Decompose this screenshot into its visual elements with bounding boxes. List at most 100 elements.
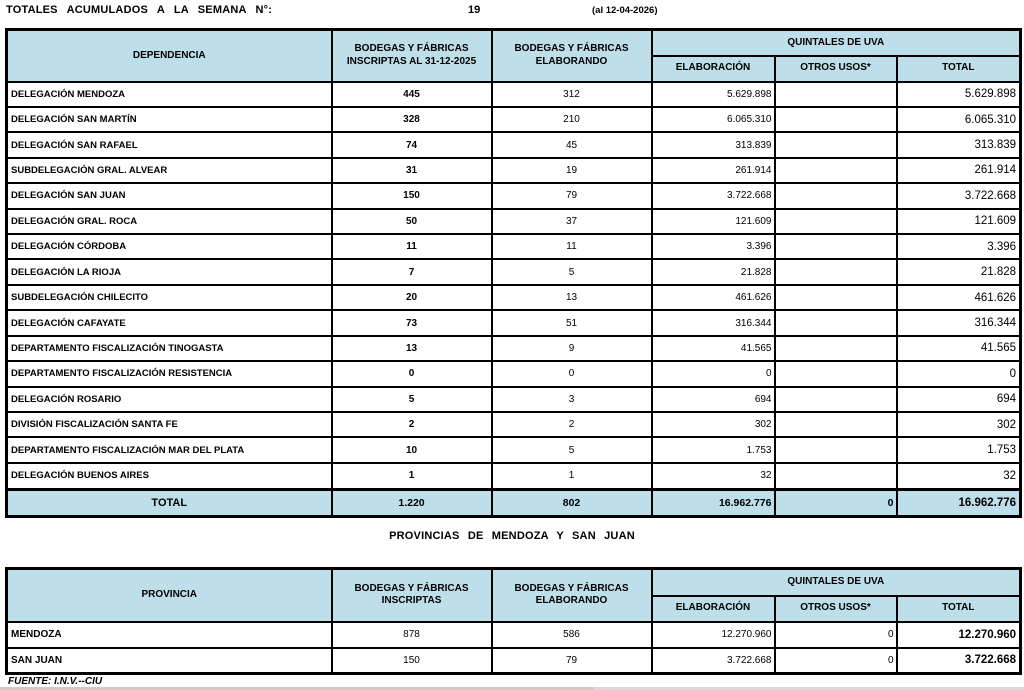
cell-elaborando: 79 bbox=[490, 646, 653, 675]
table-row: DEPARTAMENTO FISCALIZACIÓN TINOGASTA 13 9 4… bbox=[5, 334, 1022, 363]
cell-dependencia: DIVISIÓN FISCALIZACIÓN SANTA FE bbox=[5, 410, 333, 439]
table-row: DEPARTAMENTO FISCALIZACIÓN RESISTENCIA 0 0… bbox=[5, 360, 1022, 388]
cell-dependencia: DELEGACIÓN SAN MARTÍN bbox=[5, 105, 333, 134]
cell-total: 6.065.310 bbox=[895, 105, 1022, 134]
header-elaborando2-line2: ELABORANDO bbox=[535, 595, 608, 607]
table1-header: DEPENDENCIA BODEGAS Y FÁBRICAS INSCRIPTA… bbox=[5, 28, 1022, 83]
cell-total: 316.344 bbox=[895, 309, 1022, 337]
cell-inscriptas: 74 bbox=[330, 131, 493, 159]
cell-otros-usos: 0 bbox=[773, 646, 898, 675]
cell-elaborando: 312 bbox=[490, 80, 653, 108]
header-elaborando-line1: BODEGAS Y FÁBRICAS bbox=[514, 43, 629, 55]
cell-dependencia: DELEGACIÓN BUENOS AIRES bbox=[5, 461, 333, 491]
table2-header: PROVINCIA BODEGAS Y FÁBRICAS INSCRIPTAS … bbox=[5, 567, 1022, 623]
cell-elaboracion: 41.565 bbox=[650, 334, 776, 363]
cell-dependencia: DELEGACIÓN MENDOZA bbox=[5, 80, 333, 108]
cell-dependencia: SUBDELEGACIÓN GRAL. ALVEAR bbox=[5, 156, 333, 185]
cell-inscriptas: 5 bbox=[330, 385, 493, 414]
table-row: SAN JUAN 150 79 3.722.668 0 3.722.668 bbox=[5, 646, 1022, 675]
cell-dependencia: DELEGACIÓN LA RIOJA bbox=[5, 258, 333, 286]
cell-elaboracion: 694 bbox=[650, 385, 776, 414]
cell-elaboracion: 0 bbox=[650, 360, 776, 388]
cell-otros-usos bbox=[773, 334, 898, 363]
header-total-2: TOTAL bbox=[895, 594, 1022, 623]
cell-total: 461.626 bbox=[895, 283, 1022, 312]
cell-inscriptas: 328 bbox=[330, 105, 493, 134]
cell-elaborando: 51 bbox=[490, 309, 653, 337]
cell-elaborando: 19 bbox=[490, 156, 653, 185]
cell-elaborando: 586 bbox=[490, 620, 653, 649]
cell-elaboracion: 6.065.310 bbox=[650, 105, 776, 134]
header-elaborando2-line1: BODEGAS Y FÁBRICAS bbox=[514, 582, 629, 594]
header-elaboracion: ELABORACIÓN bbox=[650, 54, 776, 83]
cell-total: 0 bbox=[895, 360, 1022, 388]
cell-inscriptas: 150 bbox=[330, 646, 493, 675]
cell-otros-usos bbox=[773, 385, 898, 414]
cell-elaboracion: 1.753 bbox=[650, 436, 776, 464]
cell-elaboracion: 5.629.898 bbox=[650, 80, 776, 108]
table-row: MENDOZA 878 586 12.270.960 0 12.270.960 bbox=[5, 620, 1022, 649]
cell-elaborando: 2 bbox=[490, 410, 653, 439]
cell-total: 313.839 bbox=[895, 131, 1022, 159]
header-inscriptas2-line1: BODEGAS Y FÁBRICAS bbox=[354, 582, 469, 594]
section2-heading: PROVINCIAS DE MENDOZA Y SAN JUAN bbox=[389, 530, 635, 542]
cell-dependencia: DEPARTAMENTO FISCALIZACIÓN TINOGASTA bbox=[5, 334, 333, 363]
cell-total: 3.722.668 bbox=[895, 646, 1022, 675]
header-quintales-group: QUINTALES DE UVA bbox=[650, 28, 1022, 57]
cell-inscriptas: 445 bbox=[330, 80, 493, 108]
cell-otros-usos bbox=[773, 309, 898, 337]
cell-inscriptas: 878 bbox=[330, 620, 493, 649]
cell-dependencia: DELEGACIÓN GRAL. ROCA bbox=[5, 207, 333, 236]
cell-elaborando: 37 bbox=[490, 207, 653, 236]
cell-elaboracion: 3.722.668 bbox=[650, 646, 776, 675]
cell-otros-usos bbox=[773, 156, 898, 185]
cell-elaborando: 802 bbox=[490, 487, 653, 518]
bottom-edge-bar bbox=[0, 687, 1024, 690]
cell-inscriptas: 150 bbox=[330, 182, 493, 210]
cell-elaborando: 210 bbox=[490, 105, 653, 134]
cell-otros-usos bbox=[773, 360, 898, 388]
cell-elaborando: 5 bbox=[490, 258, 653, 286]
table2-body: MENDOZA 878 586 12.270.960 0 12.270.960 SAN JU… bbox=[5, 620, 1022, 675]
table-row: DIVISIÓN FISCALIZACIÓN SANTA FE 2 2 302 302 bbox=[5, 410, 1022, 439]
cell-total: 302 bbox=[895, 410, 1022, 439]
provincias-table: PROVINCIA BODEGAS Y FÁBRICAS INSCRIPTAS … bbox=[5, 567, 1023, 675]
cell-dependencia: DELEGACIÓN SAN JUAN bbox=[5, 182, 333, 210]
header-dependencia: DEPENDENCIA bbox=[5, 28, 333, 83]
cell-elaborando: 3 bbox=[490, 385, 653, 414]
cell-total: 41.565 bbox=[895, 334, 1022, 363]
table-row: DELEGACIÓN BUENOS AIRES 1 1 32 32 bbox=[5, 461, 1022, 491]
cell-inscriptas: 0 bbox=[330, 360, 493, 388]
table-row: DEPARTAMENTO FISCALIZACIÓN MAR DEL PLATA… bbox=[5, 436, 1022, 464]
cell-total: 21.828 bbox=[895, 258, 1022, 286]
cell-elaborando: 13 bbox=[490, 283, 653, 312]
header-elaborando-line2: ELABORANDO bbox=[535, 55, 608, 67]
cell-otros-usos bbox=[773, 233, 898, 261]
cell-otros-usos bbox=[773, 207, 898, 236]
cell-elaboracion: 3.396 bbox=[650, 233, 776, 261]
cell-total: 12.270.960 bbox=[895, 620, 1022, 649]
table1-body: DELEGACIÓN MENDOZA 445 312 5.629.898 5.629.8… bbox=[5, 80, 1022, 518]
header-inscriptas-line1: BODEGAS Y FÁBRICAS bbox=[354, 43, 469, 55]
cell-inscriptas: 13 bbox=[330, 334, 493, 363]
cell-otros-usos bbox=[773, 80, 898, 108]
cell-elaborando: 11 bbox=[490, 233, 653, 261]
cell-elaboracion: 316.344 bbox=[650, 309, 776, 337]
cell-elaboracion: 12.270.960 bbox=[650, 620, 776, 649]
cell-dependencia: SUBDELEGACIÓN CHILECITO bbox=[5, 283, 333, 312]
cell-elaborando: 9 bbox=[490, 334, 653, 363]
cell-total: 694 bbox=[895, 385, 1022, 414]
cell-total: 261.914 bbox=[895, 156, 1022, 185]
table-row: SUBDELEGACIÓN GRAL. ALVEAR 31 19 261.914 261… bbox=[5, 156, 1022, 185]
bottom-bar-segment-right bbox=[593, 687, 1024, 690]
cell-dependencia: DELEGACIÓN SAN RAFAEL bbox=[5, 131, 333, 159]
cell-total: 16.962.776 bbox=[895, 487, 1022, 518]
cell-inscriptas: 10 bbox=[330, 436, 493, 464]
table-row: DELEGACIÓN ROSARIO 5 3 694 694 bbox=[5, 385, 1022, 414]
cell-dependencia: DELEGACIÓN ROSARIO bbox=[5, 385, 333, 414]
cell-elaboracion: 32 bbox=[650, 461, 776, 491]
cell-otros-usos bbox=[773, 258, 898, 286]
cell-elaborando: 0 bbox=[490, 360, 653, 388]
header-inscriptas: BODEGAS Y FÁBRICAS INSCRIPTAS AL 31-12-2… bbox=[330, 28, 493, 83]
header-elaboracion-2: ELABORACIÓN bbox=[650, 594, 776, 623]
